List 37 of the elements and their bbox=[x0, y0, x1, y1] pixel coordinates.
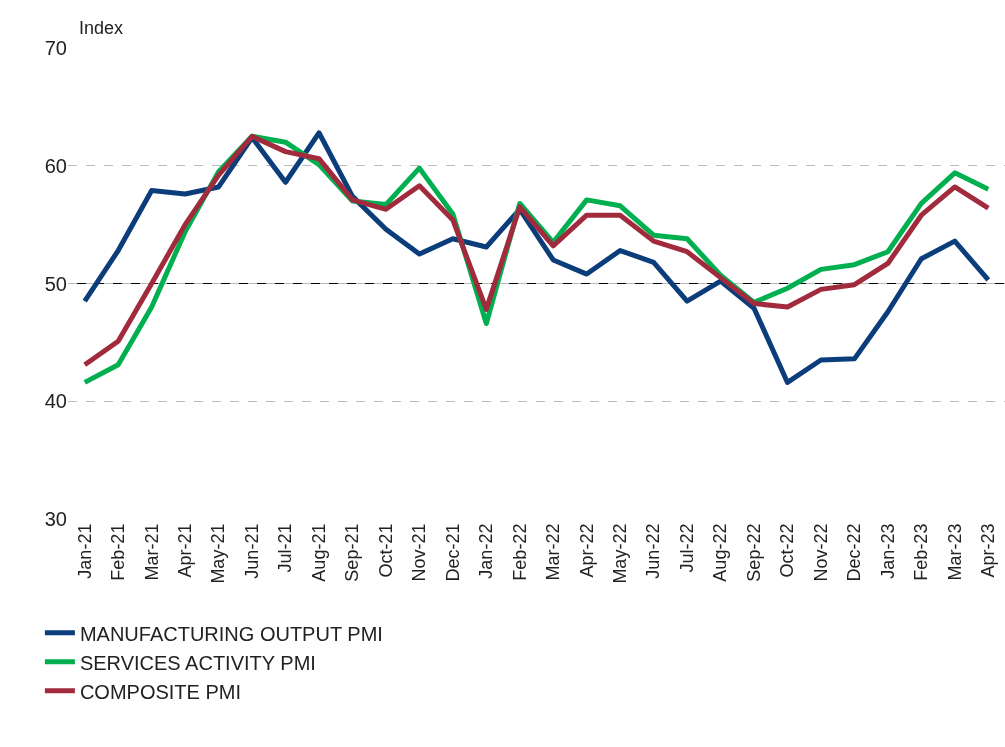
y-tick-label: 40 bbox=[44, 390, 67, 413]
x-tick-label: Apr-23 bbox=[978, 523, 999, 578]
x-tick-label: Mar-21 bbox=[141, 523, 162, 581]
x-tick-label: Apr-21 bbox=[174, 523, 195, 578]
x-tick-label: Aug-21 bbox=[308, 523, 329, 582]
x-tick-label: Sep-21 bbox=[342, 523, 363, 582]
x-tick-label: Oct-21 bbox=[375, 523, 396, 578]
x-tick-label: May-22 bbox=[610, 523, 631, 584]
x-tick-label: May-21 bbox=[208, 523, 229, 584]
legend-label: COMPOSITE PMI bbox=[79, 680, 242, 703]
y-axis-title: Index bbox=[79, 18, 124, 38]
y-tick-label: 70 bbox=[44, 37, 67, 59]
x-tick-label: Dec-21 bbox=[442, 523, 463, 582]
y-tick-label: 50 bbox=[44, 272, 67, 295]
x-tick-label: Jan-23 bbox=[877, 523, 898, 579]
x-tick-label: Dec-22 bbox=[844, 523, 865, 582]
x-tick-label: Jun-22 bbox=[643, 523, 664, 579]
x-tick-label: Oct-22 bbox=[777, 523, 798, 578]
x-tick-label: Sep-22 bbox=[743, 523, 764, 582]
x-tick-label: Feb-23 bbox=[911, 523, 932, 581]
x-tick-label: Jul-21 bbox=[275, 523, 296, 573]
x-tick-label: Apr-22 bbox=[576, 523, 597, 578]
x-tick-label: Aug-22 bbox=[710, 523, 731, 582]
x-tick-label: Jan-21 bbox=[74, 523, 95, 579]
x-tick-label: Nov-21 bbox=[409, 523, 430, 582]
x-tick-label: Mar-22 bbox=[543, 523, 564, 581]
y-tick-label: 60 bbox=[44, 154, 67, 177]
x-tick-label: Jul-22 bbox=[676, 523, 697, 573]
legend-label: MANUFACTURING OUTPUT PMI bbox=[79, 622, 383, 645]
x-tick-label: Mar-23 bbox=[944, 523, 965, 581]
x-tick-label: Jun-21 bbox=[241, 523, 262, 579]
x-tick-label: Feb-21 bbox=[108, 523, 129, 581]
x-tick-label: Jan-22 bbox=[476, 523, 497, 579]
x-tick-label: Nov-22 bbox=[810, 523, 831, 582]
y-tick-label: 30 bbox=[44, 508, 67, 530]
legend-label: SERVICES ACTIVITY PMI bbox=[79, 651, 316, 674]
x-tick-label: Feb-22 bbox=[509, 523, 530, 581]
